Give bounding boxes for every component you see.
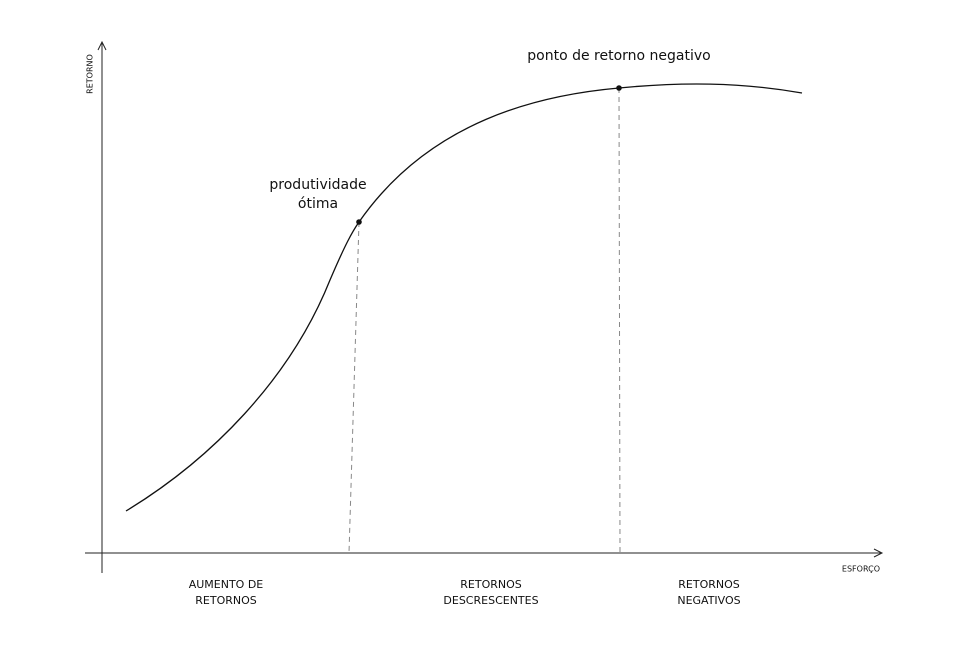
x-axis-label: ESFORÇO: [842, 565, 880, 574]
x-arrow: [873, 548, 884, 558]
region-label: RETORNOS: [195, 594, 257, 607]
point: [356, 219, 362, 225]
guide-line: [618, 87, 621, 554]
region-label: NEGATIVOS: [677, 594, 740, 607]
point: [616, 85, 622, 91]
annotation: ponto de retorno negativo: [527, 48, 710, 64]
region-label: DESCRESCENTES: [443, 594, 538, 607]
curve: [125, 83, 803, 512]
y-arrow: [97, 40, 107, 51]
annotation: ótima: [298, 196, 338, 212]
region-label: RETORNOS: [678, 578, 740, 591]
annotation: produtividade: [269, 177, 366, 193]
guide-line: [348, 221, 360, 554]
region-label: RETORNOS: [460, 578, 522, 591]
y-axis-label: RETORNO: [86, 54, 95, 94]
region-label: AUMENTO DE: [189, 578, 264, 591]
